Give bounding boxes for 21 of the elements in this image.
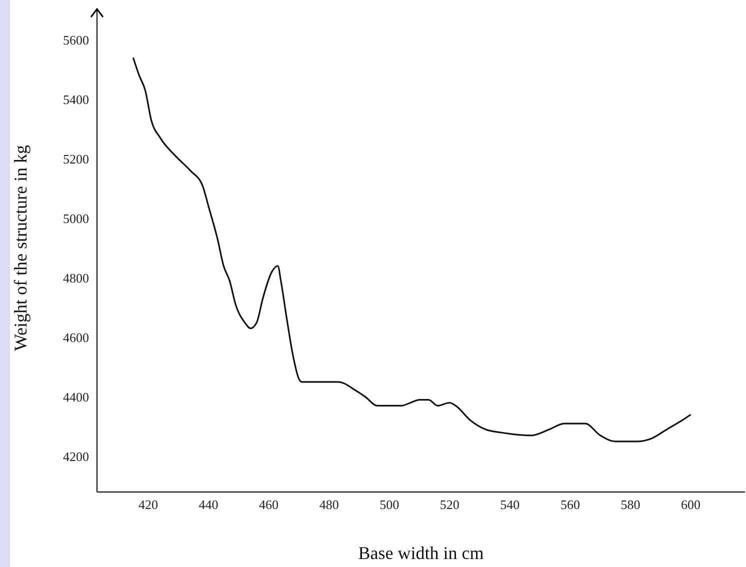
y-axis-title: Weight of the structure in kg	[10, 145, 30, 351]
y-tick-label: 4800	[63, 270, 89, 286]
line-series	[132, 56, 692, 442]
x-tick-label: 420	[138, 497, 158, 512]
y-tick-label: 5400	[63, 92, 89, 107]
y-tick-label: 4600	[63, 330, 89, 345]
x-tick-label: 600	[681, 497, 700, 512]
x-tick-label: 500	[380, 497, 400, 512]
y-tick-label: 5000	[63, 210, 89, 226]
x-tick-label: 560	[560, 497, 580, 512]
x-tick-label: 480	[319, 497, 339, 512]
x-tick-label: 460	[259, 497, 279, 512]
y-tick-label: 4400	[63, 389, 89, 404]
x-tick-label: 540	[500, 497, 520, 512]
x-tick-label: 520	[440, 497, 460, 512]
x-tick-label: 440	[198, 497, 218, 512]
x-axis-title: Base width in cm	[358, 543, 484, 563]
x-tick-label: 580	[620, 497, 640, 512]
y-tick-label: 5200	[63, 151, 89, 166]
y-tick-label: 4200	[63, 448, 89, 464]
y-tick-label: 5600	[63, 32, 89, 48]
